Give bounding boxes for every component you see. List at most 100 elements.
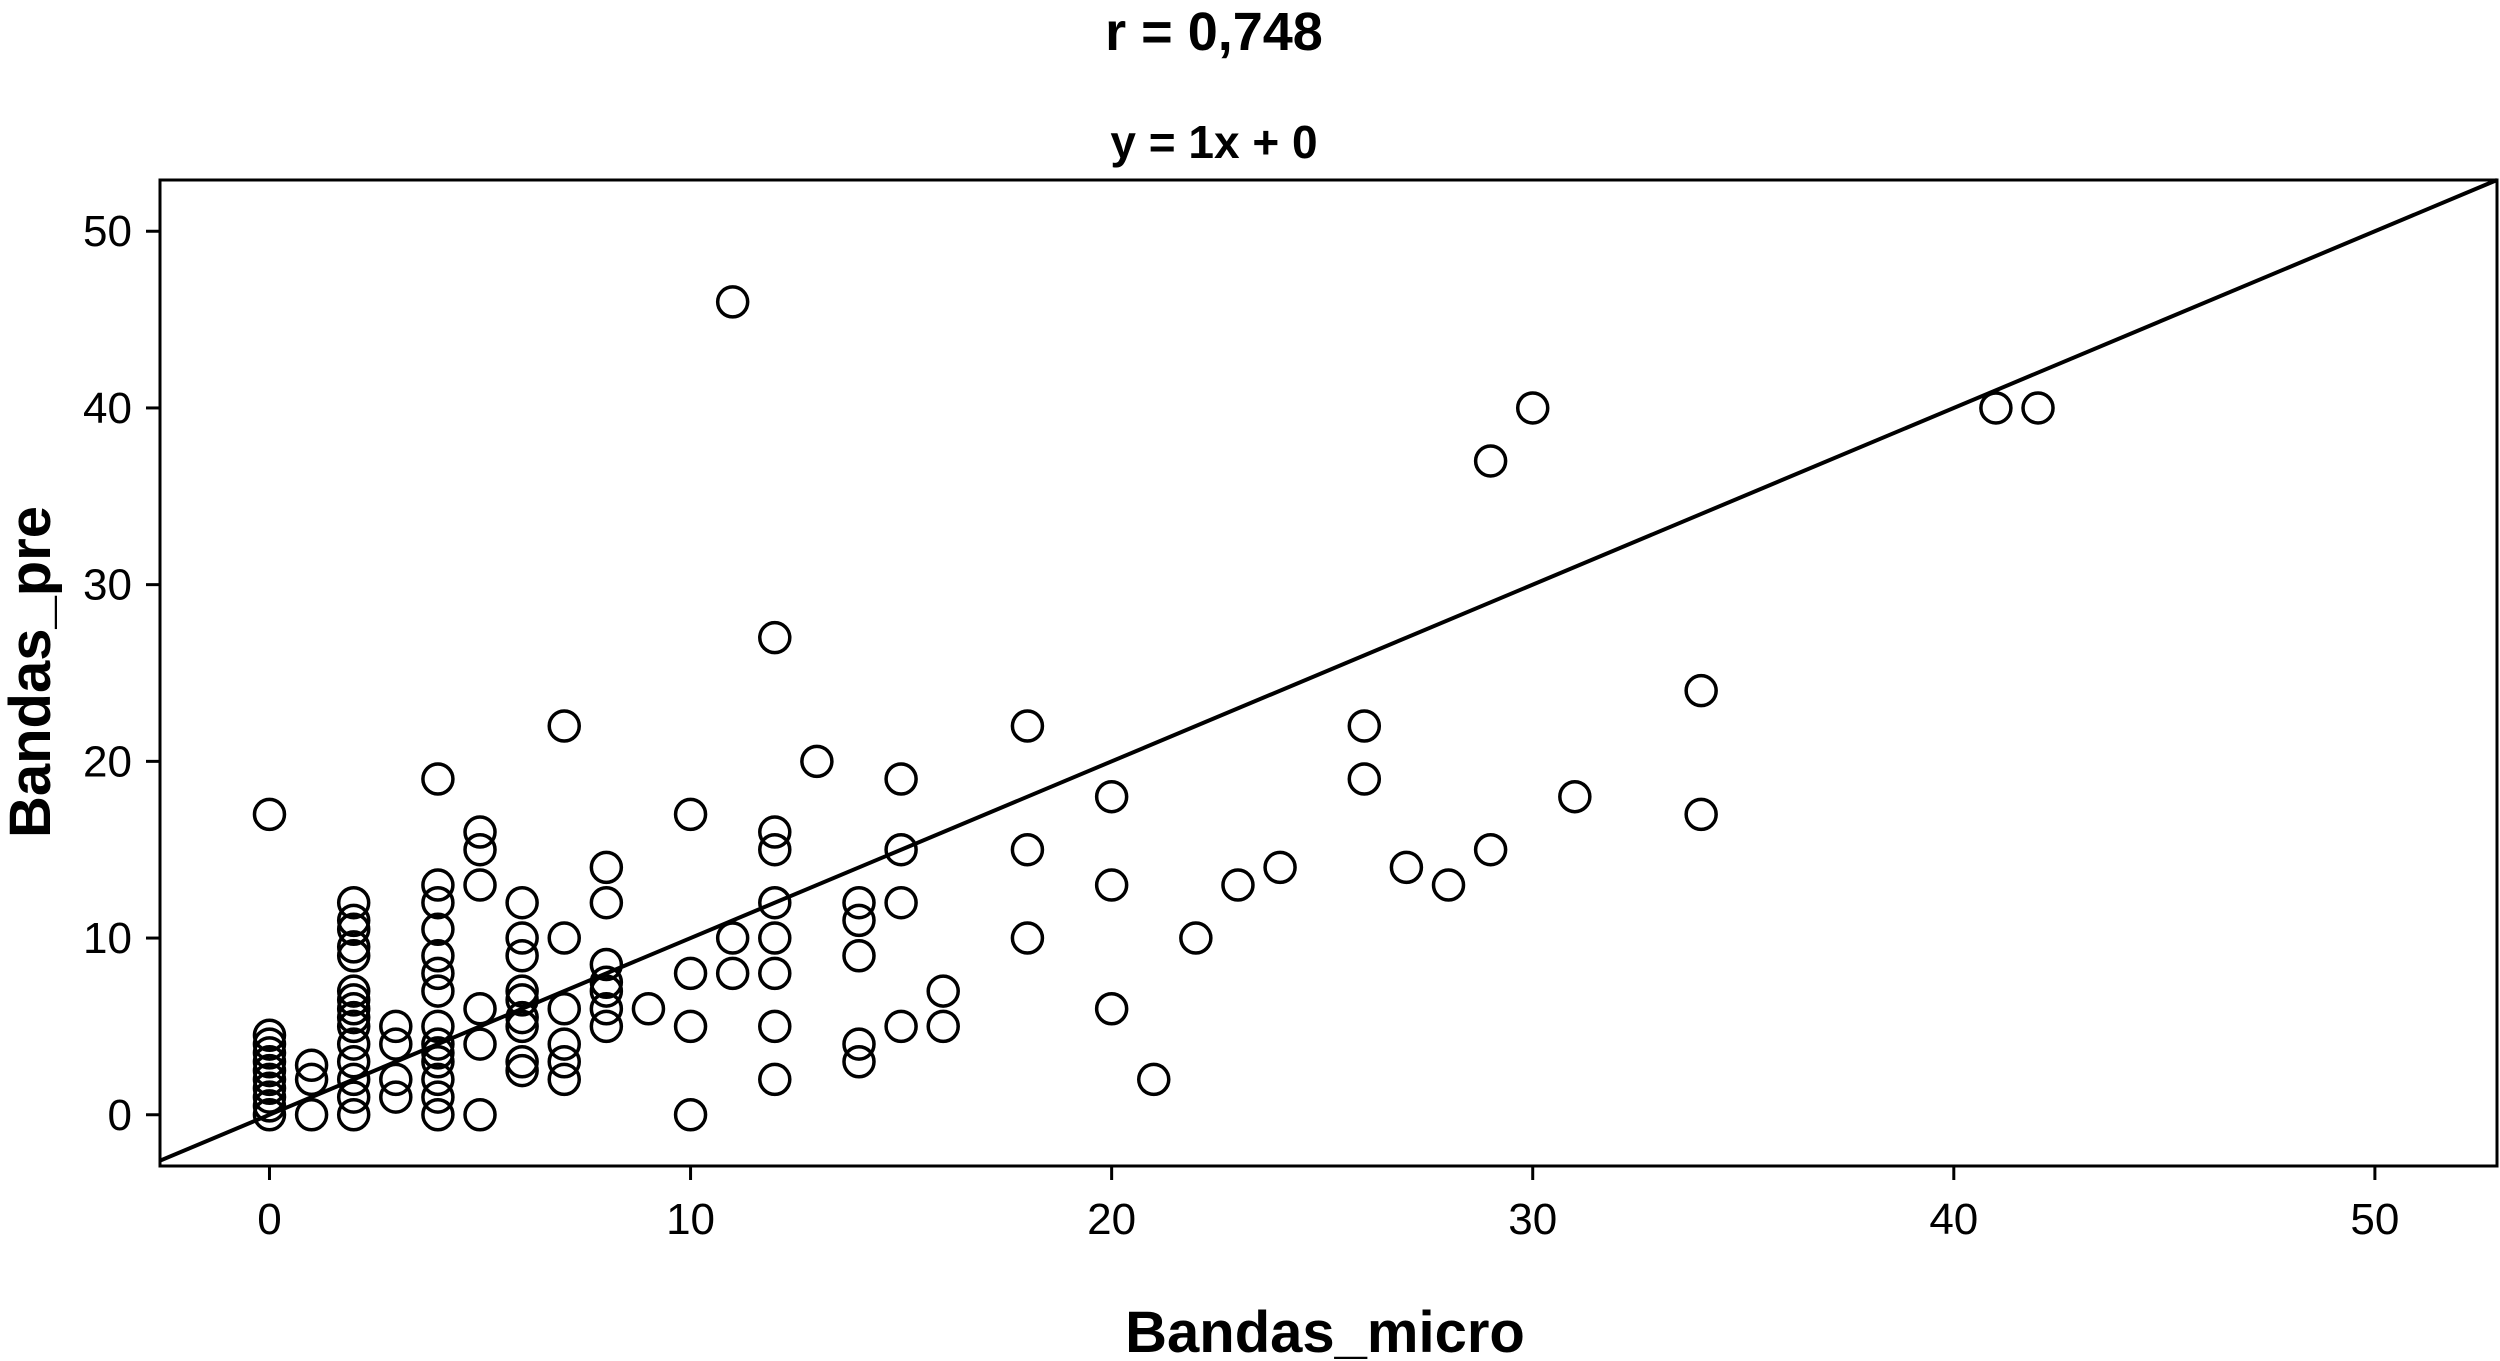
data-point — [1684, 673, 1718, 708]
y-tick-label: 0 — [108, 1091, 132, 1140]
data-point — [336, 912, 371, 946]
data-point — [379, 1009, 413, 1044]
data-point — [505, 885, 539, 920]
data-point — [926, 974, 960, 1008]
data-point — [673, 956, 708, 991]
chart-title: r = 0,748 — [1105, 2, 1323, 62]
data-point — [252, 1053, 287, 1088]
data-point — [421, 1027, 455, 1061]
data-point — [1979, 391, 2013, 425]
data-point — [589, 947, 624, 982]
data-point — [1347, 762, 1382, 796]
data-point — [884, 885, 918, 920]
data-point — [1094, 991, 1129, 1026]
y-tick-label: 10 — [83, 914, 132, 963]
data-point — [673, 797, 708, 832]
data-point — [252, 1036, 287, 1070]
y-tick-label: 30 — [83, 561, 132, 610]
data-point — [884, 832, 918, 867]
data-point — [421, 868, 455, 902]
data-point — [1010, 709, 1045, 743]
data-point — [884, 762, 918, 796]
data-point — [252, 1018, 287, 1052]
data-point — [379, 1080, 413, 1114]
x-tick-label: 50 — [2350, 1195, 2399, 1244]
data-point — [547, 1027, 581, 1061]
data-point — [673, 1009, 708, 1044]
data-point — [336, 1098, 371, 1132]
data-point — [589, 991, 624, 1026]
data-point — [336, 1044, 371, 1079]
data-point — [1347, 709, 1382, 743]
data-point — [715, 921, 750, 955]
data-point — [926, 1009, 960, 1044]
data-point — [336, 1062, 371, 1097]
data-point — [547, 709, 581, 743]
data-point — [505, 1044, 539, 1079]
data-point — [758, 815, 792, 849]
data-point — [463, 1098, 497, 1132]
data-point — [547, 1062, 581, 1097]
data-point — [631, 991, 666, 1026]
x-tick-label: 20 — [1087, 1195, 1136, 1244]
data-point — [505, 938, 539, 973]
data-point — [421, 885, 455, 920]
x-tick-label: 30 — [1508, 1195, 1557, 1244]
data-point — [1010, 832, 1045, 867]
y-tick-label: 40 — [83, 384, 132, 433]
data-point — [421, 1098, 455, 1132]
data-point — [505, 974, 539, 1008]
data-point — [336, 991, 371, 1026]
data-point — [379, 1062, 413, 1097]
data-point — [463, 991, 497, 1026]
data-point — [1179, 921, 1213, 955]
fit-line — [159, 178, 2498, 1163]
data-point — [421, 912, 455, 946]
data-point — [336, 974, 371, 1008]
data-point — [1473, 444, 1508, 478]
data-point — [252, 1080, 287, 1114]
data-point — [589, 1009, 624, 1044]
data-point — [758, 956, 792, 991]
data-point — [1684, 797, 1718, 832]
data-point — [547, 991, 581, 1026]
data-point — [421, 956, 455, 991]
data-point — [421, 762, 455, 796]
data-point — [589, 885, 624, 920]
y-axis-ticks: 0 10 20 30 40 50 — [83, 207, 160, 1140]
y-tick-label: 20 — [83, 737, 132, 786]
data-point — [463, 832, 497, 867]
data-points — [252, 285, 2055, 1132]
data-point — [336, 983, 371, 1017]
data-point — [1389, 850, 1424, 885]
chart-subtitle: y = 1x + 0 — [1110, 116, 1317, 168]
x-tick-label: 10 — [666, 1195, 715, 1244]
data-point — [758, 1009, 792, 1044]
data-point — [252, 1098, 287, 1132]
data-point — [758, 832, 792, 867]
data-point — [758, 620, 792, 655]
data-point — [1515, 391, 1550, 425]
data-point — [842, 903, 876, 938]
data-point — [294, 1062, 329, 1097]
y-axis-label: Bandas_pre — [0, 506, 63, 838]
data-point — [1010, 921, 1045, 955]
data-point — [505, 921, 539, 955]
data-point — [421, 1009, 455, 1044]
data-point — [547, 921, 581, 955]
data-point — [505, 1000, 539, 1035]
data-point — [758, 921, 792, 955]
data-point — [715, 956, 750, 991]
data-point — [758, 1062, 792, 1097]
data-point — [463, 815, 497, 849]
data-point — [421, 1062, 455, 1097]
data-point — [842, 1027, 876, 1061]
data-point — [421, 1080, 455, 1114]
data-point — [800, 744, 834, 779]
data-point — [336, 938, 371, 973]
data-point — [336, 1000, 371, 1035]
x-axis-ticks: 0 10 20 30 40 50 — [257, 1166, 2399, 1244]
data-point — [252, 1027, 287, 1061]
data-point — [1431, 868, 1466, 902]
